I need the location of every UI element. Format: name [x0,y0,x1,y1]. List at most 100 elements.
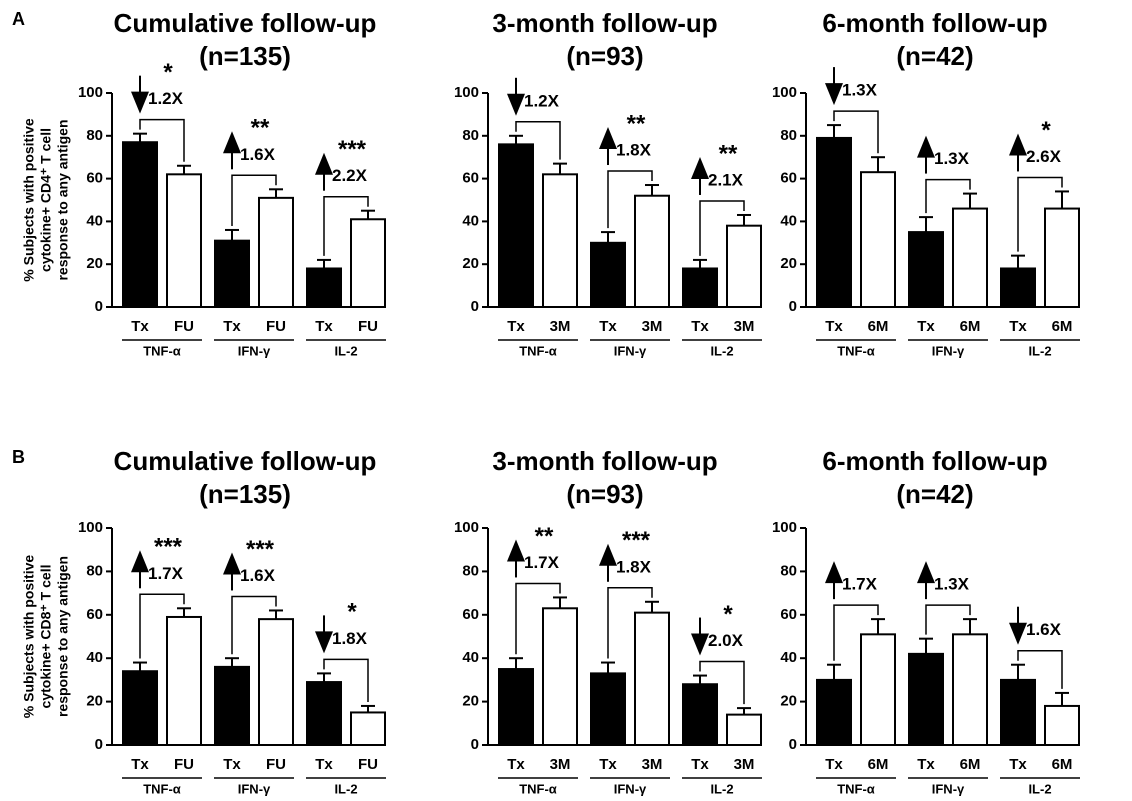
bar [122,670,158,746]
x-tick-label: Tx [825,756,843,773]
x-tick-label: Tx [507,756,525,773]
y-axis-label: cytokine+ CD8⁺ T cell [38,565,54,709]
group-label: TNF-α [519,781,557,796]
y-tick-label: 80 [462,562,479,579]
fold-change: 1.6X [240,145,276,164]
chart-title: 3-month follow-up [492,8,717,38]
group-label: TNF-α [837,781,875,796]
y-tick-label: 40 [86,212,103,229]
x-tick-label: Tx [223,756,241,773]
bracket [925,178,971,214]
group-label: IL-2 [334,343,357,358]
significance: *** [154,534,183,561]
fold-change: 1.8X [616,557,652,576]
arrow-head [691,156,709,179]
y-tick-label: 0 [471,736,479,753]
bar [860,633,896,747]
bar [122,141,158,308]
y-axis-label: response to any antigen [55,119,71,280]
x-tick-label: Tx [825,318,843,335]
group-label: IFN-γ [932,781,965,796]
fold-change: 1.7X [842,575,878,594]
significance: *** [246,536,275,563]
fold-change: 1.3X [934,149,970,168]
y-tick-label: 100 [454,84,479,101]
bar [258,618,294,747]
bar [860,171,896,308]
bracket [1017,176,1063,252]
x-tick-label: 3M [734,756,755,773]
x-tick-label: Tx [315,756,333,773]
fold-change: 1.7X [524,553,560,572]
bar [1000,678,1036,747]
bracket [323,658,369,702]
arrow-head [131,91,149,114]
arrow-head [825,561,843,584]
bar [816,136,852,308]
x-tick-label: 6M [1052,756,1073,773]
y-tick-label: 40 [86,649,103,666]
bracket [699,660,745,705]
arrow-head [223,131,241,154]
bar [350,711,386,747]
x-tick-label: Tx [917,756,935,773]
group-label: TNF-α [837,343,875,358]
arrow-head [599,543,617,566]
x-tick-label: Tx [1009,756,1027,773]
bar [634,611,670,746]
significance: * [347,599,357,626]
bar [590,672,626,747]
y-axis-label: response to any antigen [55,556,71,717]
group-label: TNF-α [143,781,181,796]
bar [682,683,718,746]
x-tick-label: FU [358,756,378,773]
significance: *** [338,136,367,163]
y-tick-label: 100 [772,519,797,536]
chart-subtitle: (n=135) [199,41,291,71]
fold-change: 1.6X [240,566,276,585]
y-axis-label: % Subjects with positive [21,118,37,282]
fold-change: 1.3X [934,575,970,594]
y-tick-label: 60 [86,170,103,187]
bar [726,224,762,308]
arrow-head [507,93,525,116]
bar [1044,207,1080,308]
x-tick-label: FU [266,756,286,773]
y-tick-label: 100 [78,84,103,101]
bar [634,194,670,308]
arrow-head [223,552,241,575]
arrow-head [315,152,333,175]
arrow-head [825,83,843,106]
y-tick-label: 40 [780,212,797,229]
fold-change: 1.3X [842,81,878,100]
significance: * [163,59,173,86]
x-tick-label: FU [174,756,194,773]
fold-change: 1.2X [148,89,184,108]
y-tick-label: 20 [462,255,479,272]
x-tick-label: FU [358,318,378,335]
y-tick-label: 80 [780,562,797,579]
bar [1044,704,1080,747]
y-tick-label: 20 [780,693,797,710]
bar [306,681,342,747]
fold-change: 1.7X [148,564,184,583]
x-tick-label: 6M [1052,318,1073,335]
y-tick-label: 0 [789,736,797,753]
bar [258,196,294,308]
significance: ** [535,523,554,550]
y-tick-label: 0 [471,298,479,315]
bracket [1017,649,1063,689]
y-tick-label: 0 [95,736,103,753]
y-tick-label: 100 [454,519,479,536]
bracket [925,604,971,635]
y-tick-label: 80 [462,127,479,144]
group-label: IFN-γ [932,343,965,358]
chart-title: Cumulative follow-up [114,8,377,38]
y-tick-label: 20 [462,693,479,710]
y-axis-label: % Subjects with positive [21,555,37,719]
group-label: IL-2 [710,781,733,796]
y-tick-label: 60 [86,606,103,623]
bar [214,239,250,308]
arrow-head [315,631,333,654]
chart-title: Cumulative follow-up [114,446,377,476]
